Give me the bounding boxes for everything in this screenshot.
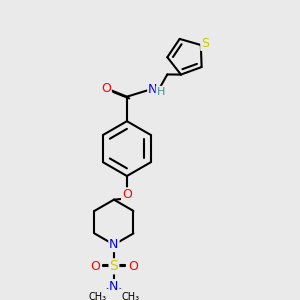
Text: CH₃: CH₃ <box>121 292 140 300</box>
Text: S: S <box>201 37 209 50</box>
Text: H: H <box>157 87 165 97</box>
Text: O: O <box>128 260 138 273</box>
Text: N: N <box>109 280 119 293</box>
Text: N: N <box>148 83 158 96</box>
Text: CH₃: CH₃ <box>88 292 106 300</box>
Text: N: N <box>109 238 119 251</box>
Text: O: O <box>90 260 100 273</box>
Text: S: S <box>110 259 118 273</box>
Text: O: O <box>101 82 111 95</box>
Text: O: O <box>122 188 132 201</box>
